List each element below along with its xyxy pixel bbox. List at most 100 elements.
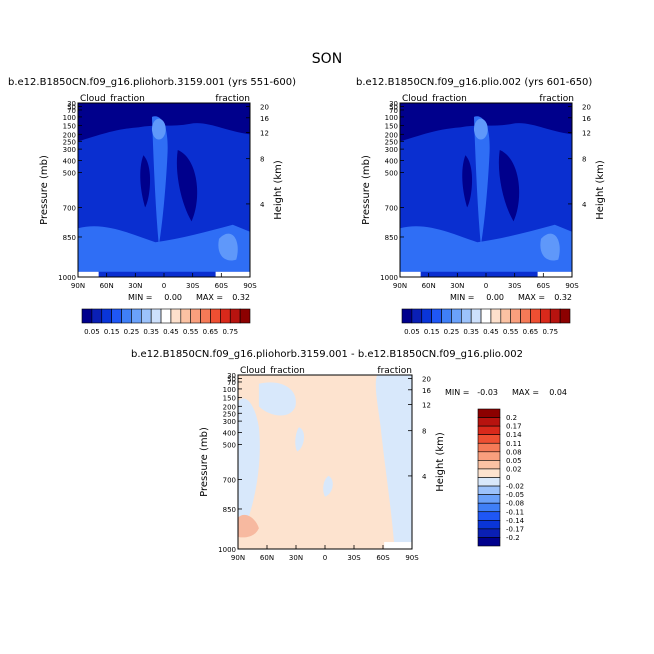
colorbar-swatch [477,417,501,427]
field-band-dry-zone-north [462,155,473,208]
min-label: MIN = [450,293,475,302]
panel-title: b.e12.B1850CN.f09_g16.plio.002 (yrs 601-… [356,77,592,88]
y-tick-label: 50 [227,375,236,383]
colorbar-label: -0.05 [506,491,524,499]
y-tick-label: 700 [385,204,398,212]
field-band-itcz-core [473,118,488,140]
x-tick-label: 90S [565,282,579,290]
colorbar-swatch [220,308,231,324]
y-tick-label: 850 [223,506,236,514]
y-tick-label: 200 [385,131,398,139]
panel-title: b.e12.B1850CN.f09_g16.pliohorb.3159.001 … [131,349,523,360]
y-tick-label: 100 [385,114,398,122]
field-band-boundary-layer [78,224,250,272]
field-band-negative-patch-b [323,475,333,497]
y-tick-label: 200 [63,131,76,139]
x-tick-label: 30N [128,282,142,290]
x-axis: 90N 60N 30N 0 30S 60S 90S [231,545,419,562]
y-tick-label: 150 [63,123,76,131]
y2-axis-label: Height (km) [435,432,446,492]
field-band-dry-zone-north [140,155,151,208]
y-tick-label: 30 [227,372,236,380]
colorbar-label: -0.14 [506,517,525,525]
field-band-dry-zone-south [498,149,520,222]
colorbar-swatch [477,442,501,453]
x-tick-label: 90S [405,554,419,562]
y-tick-label: 400 [223,429,236,437]
y2-tick-label: 16 [260,115,269,123]
panel-top-right: b.e12.B1850CN.f09_g16.plio.002 (yrs 601-… [356,77,606,302]
x-tick-label: 60N [260,554,274,562]
colorbar-swatch [210,308,221,324]
x-tick-label: 90N [393,282,407,290]
field-band-upper-deep [78,103,250,142]
y-tick-label: 70 [67,107,76,115]
panel-title: b.e12.B1850CN.f09_g16.pliohorb.3159.001 … [8,77,296,88]
field-band-negative-patch-a [295,427,305,452]
colorbar-label: 0.08 [506,448,522,456]
colorbar-label: 0.02 [506,465,522,473]
y-tick-label: 250 [223,410,236,418]
colorbar-swatch [121,308,132,324]
right-subtitle: fraction [215,94,250,104]
colorbar-swatch [441,308,452,324]
colorbar-top-left: 0.05 0.15 0.25 0.35 0.45 0.55 0.65 0.75 [81,308,251,336]
x-tick-label: 60S [215,282,229,290]
colorbar-swatch [477,520,501,530]
y-tick-label: 1000 [58,274,76,282]
y2-tick-label: 20 [422,375,431,383]
y2-axis: 20 16 12 8 4 [568,103,591,209]
x-tick-label: 90S [243,282,257,290]
colorbar-label: 0.45 [483,328,499,336]
x-tick-label: 30N [289,554,303,562]
x-tick-label: 60S [376,554,390,562]
colorbar-swatch [510,308,521,324]
max-value: 0.32 [232,293,250,302]
field-band-missing-south [215,271,250,277]
colorbar-label: 0.35 [463,328,479,336]
colorbar-swatch [477,468,501,478]
max-value: 0.32 [554,293,572,302]
colorbar-label: 0.45 [163,328,179,336]
colorbar-swatch [431,308,442,324]
y2-tick-label: 16 [582,115,591,123]
colorbar-swatch [477,511,501,521]
colorbar-label: 0.35 [143,328,159,336]
colorbar-swatch [140,308,152,324]
left-subtitle: Cloud_fraction [80,94,145,104]
colorbar-swatch [520,308,531,324]
y-tick-label: 700 [63,204,76,212]
colorbar-swatch [451,308,462,324]
colorbar-label: 0.75 [222,328,238,336]
y-tick-label: 400 [385,157,398,165]
right-subtitle: fraction [539,94,574,104]
colorbar-label: 0.25 [124,328,140,336]
colorbar-swatch [91,308,103,324]
colorbar-swatch [401,308,413,324]
colorbar-label: 0.14 [506,431,522,439]
colorbar-swatch [101,308,112,324]
min-label: MIN = [445,388,470,397]
y-tick-label: 100 [223,386,236,394]
y-tick-label: 1000 [380,274,398,282]
y-tick-label: 50 [67,103,76,111]
max-label: MAX = [518,293,545,302]
colorbar-swatch [421,308,432,324]
left-subtitle: Cloud_fraction [240,366,305,376]
y-axis-label: Pressure (mb) [361,155,372,225]
colorbar-label: 0.55 [503,328,519,336]
x-tick-label: 0 [323,554,327,562]
x-tick-label: 90N [231,554,245,562]
colorbar-difference: 0.20.170.140.110.080.050.020-0.02-0.05-0… [477,408,525,547]
max-label: MAX = [512,388,539,397]
colorbar-swatch [150,308,162,324]
y-tick-label: 700 [223,476,236,484]
y-tick-label: 300 [63,146,76,154]
contour-field [400,103,572,277]
y2-tick-label: 12 [582,130,591,138]
field-band-boundary-layer [400,224,572,272]
x-tick-label: 0 [484,282,488,290]
x-axis: 90N 60N 30N 0 30S 60S 90S [393,273,579,290]
